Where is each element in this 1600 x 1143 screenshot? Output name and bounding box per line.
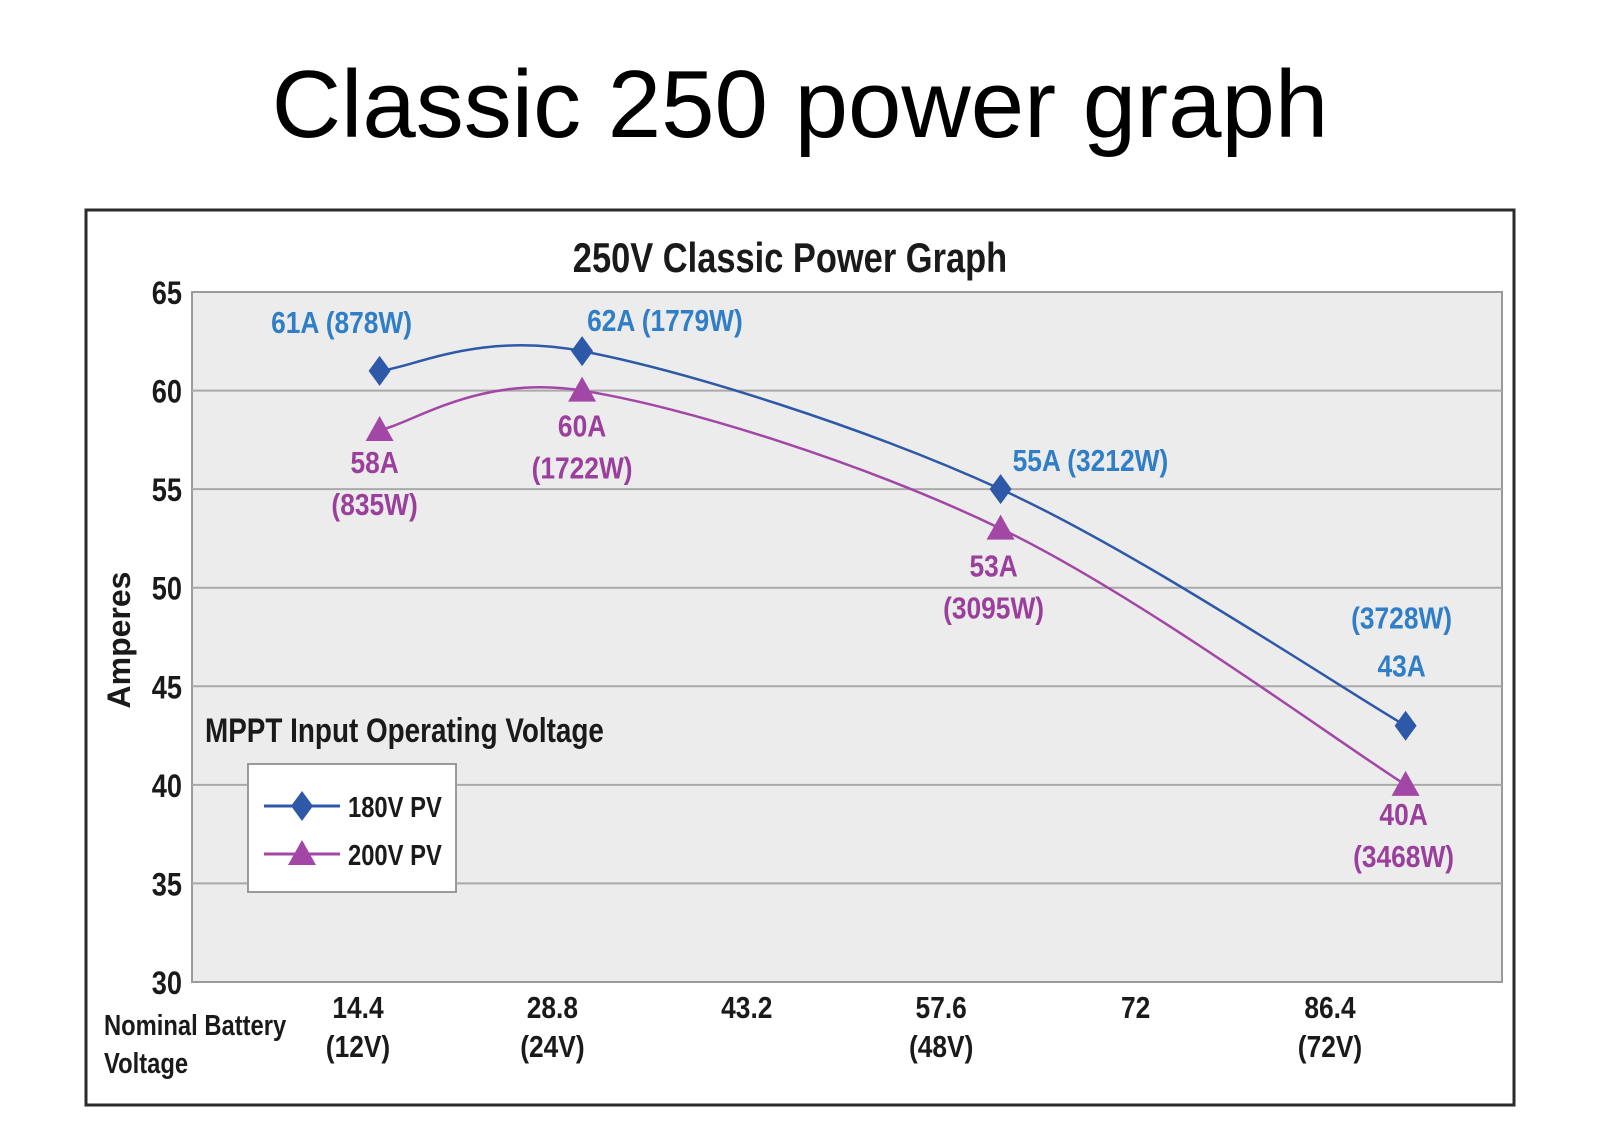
data-label: 40A: [1379, 798, 1427, 832]
x-tick-sublabel: (12V): [326, 1030, 390, 1064]
slide-title: Classic 250 power graph: [271, 51, 1329, 158]
y-tick-label: 65: [152, 276, 182, 312]
x-tick-label: 28.8: [527, 991, 578, 1025]
x-axis-label-line2: Voltage: [104, 1047, 188, 1080]
data-label: 60A: [558, 410, 606, 444]
y-tick-label: 30: [152, 966, 182, 1002]
data-point-marker: [568, 376, 597, 402]
data-label: (835W): [331, 488, 417, 522]
series-triangle: 58A (835W) 60A (1722W) 53A (3095W) 40A (3468W): [331, 376, 1454, 874]
x-tick-sublabel: (48V): [909, 1030, 973, 1064]
legend-box: [247, 763, 457, 893]
data-label: (3095W): [943, 592, 1044, 626]
series-line: [379, 344, 1407, 727]
x-axis-label-line1: Nominal Battery: [104, 1009, 286, 1042]
data-label: 58A: [350, 446, 398, 480]
y-tick-labels: 30 35 40 45 50 55 60 65: [152, 276, 182, 1002]
legend-marker: [288, 840, 316, 865]
legend: 180V PV 200V PV: [247, 763, 457, 893]
data-point-marker: [368, 355, 391, 386]
y-tick-label: 35: [152, 867, 182, 903]
data-point-marker: [986, 514, 1015, 540]
x-tick-sublabel: (24V): [520, 1030, 584, 1064]
data-label: 55A (3212W): [1013, 444, 1169, 478]
data-label: 61A (878W): [271, 306, 412, 340]
x-tick-label: 57.6: [916, 991, 967, 1025]
data-point-marker: [1391, 770, 1420, 796]
data-label: (3468W): [1353, 840, 1454, 874]
x-axis-label: Nominal Battery Voltage: [104, 1009, 293, 1080]
chart-title: 250V Classic Power Graph: [573, 235, 1007, 282]
data-label: 43A: [1377, 650, 1425, 684]
data-label: 53A: [969, 550, 1017, 584]
data-point-marker: [571, 336, 594, 367]
y-tick-label: 60: [152, 375, 182, 411]
series-line: [379, 385, 1407, 786]
data-point-marker: [365, 416, 394, 441]
series-layer: 61A (878W) 62A (1779W) 55A (3212W) (3728W) 4…: [271, 304, 1454, 874]
mppt-annotation: MPPT Input Operating Voltage: [205, 711, 604, 749]
y-tick-label: 50: [152, 572, 182, 608]
data-point-marker: [989, 474, 1012, 505]
data-label: (1722W): [532, 452, 633, 486]
series-diamond: 61A (878W) 62A (1779W) 55A (3212W) (3728W) 4…: [271, 304, 1452, 741]
y-tick-label: 40: [152, 769, 182, 805]
x-tick-labels: 14.4 (12V) 28.8 (24V) 43.2 57.6 (48V) 72 86.4 (72…: [326, 991, 1362, 1064]
y-axis-label: Amperes: [101, 572, 137, 709]
data-label: 62A (1779W): [587, 304, 743, 338]
legend-marker: [291, 791, 313, 821]
x-tick-label: 86.4: [1304, 991, 1355, 1025]
legend-label: 200V PV: [348, 839, 442, 872]
y-tick-label: 45: [152, 670, 182, 706]
y-tick-label: 55: [152, 473, 182, 509]
legend-label: 180V PV: [348, 791, 442, 824]
x-tick-label: 72: [1121, 991, 1150, 1025]
x-tick-sublabel: (72V): [1298, 1030, 1362, 1064]
x-tick-label: 14.4: [332, 991, 383, 1025]
data-label: (3728W): [1351, 602, 1452, 636]
data-point-marker: [1394, 710, 1417, 741]
x-tick-label: 43.2: [721, 991, 772, 1025]
